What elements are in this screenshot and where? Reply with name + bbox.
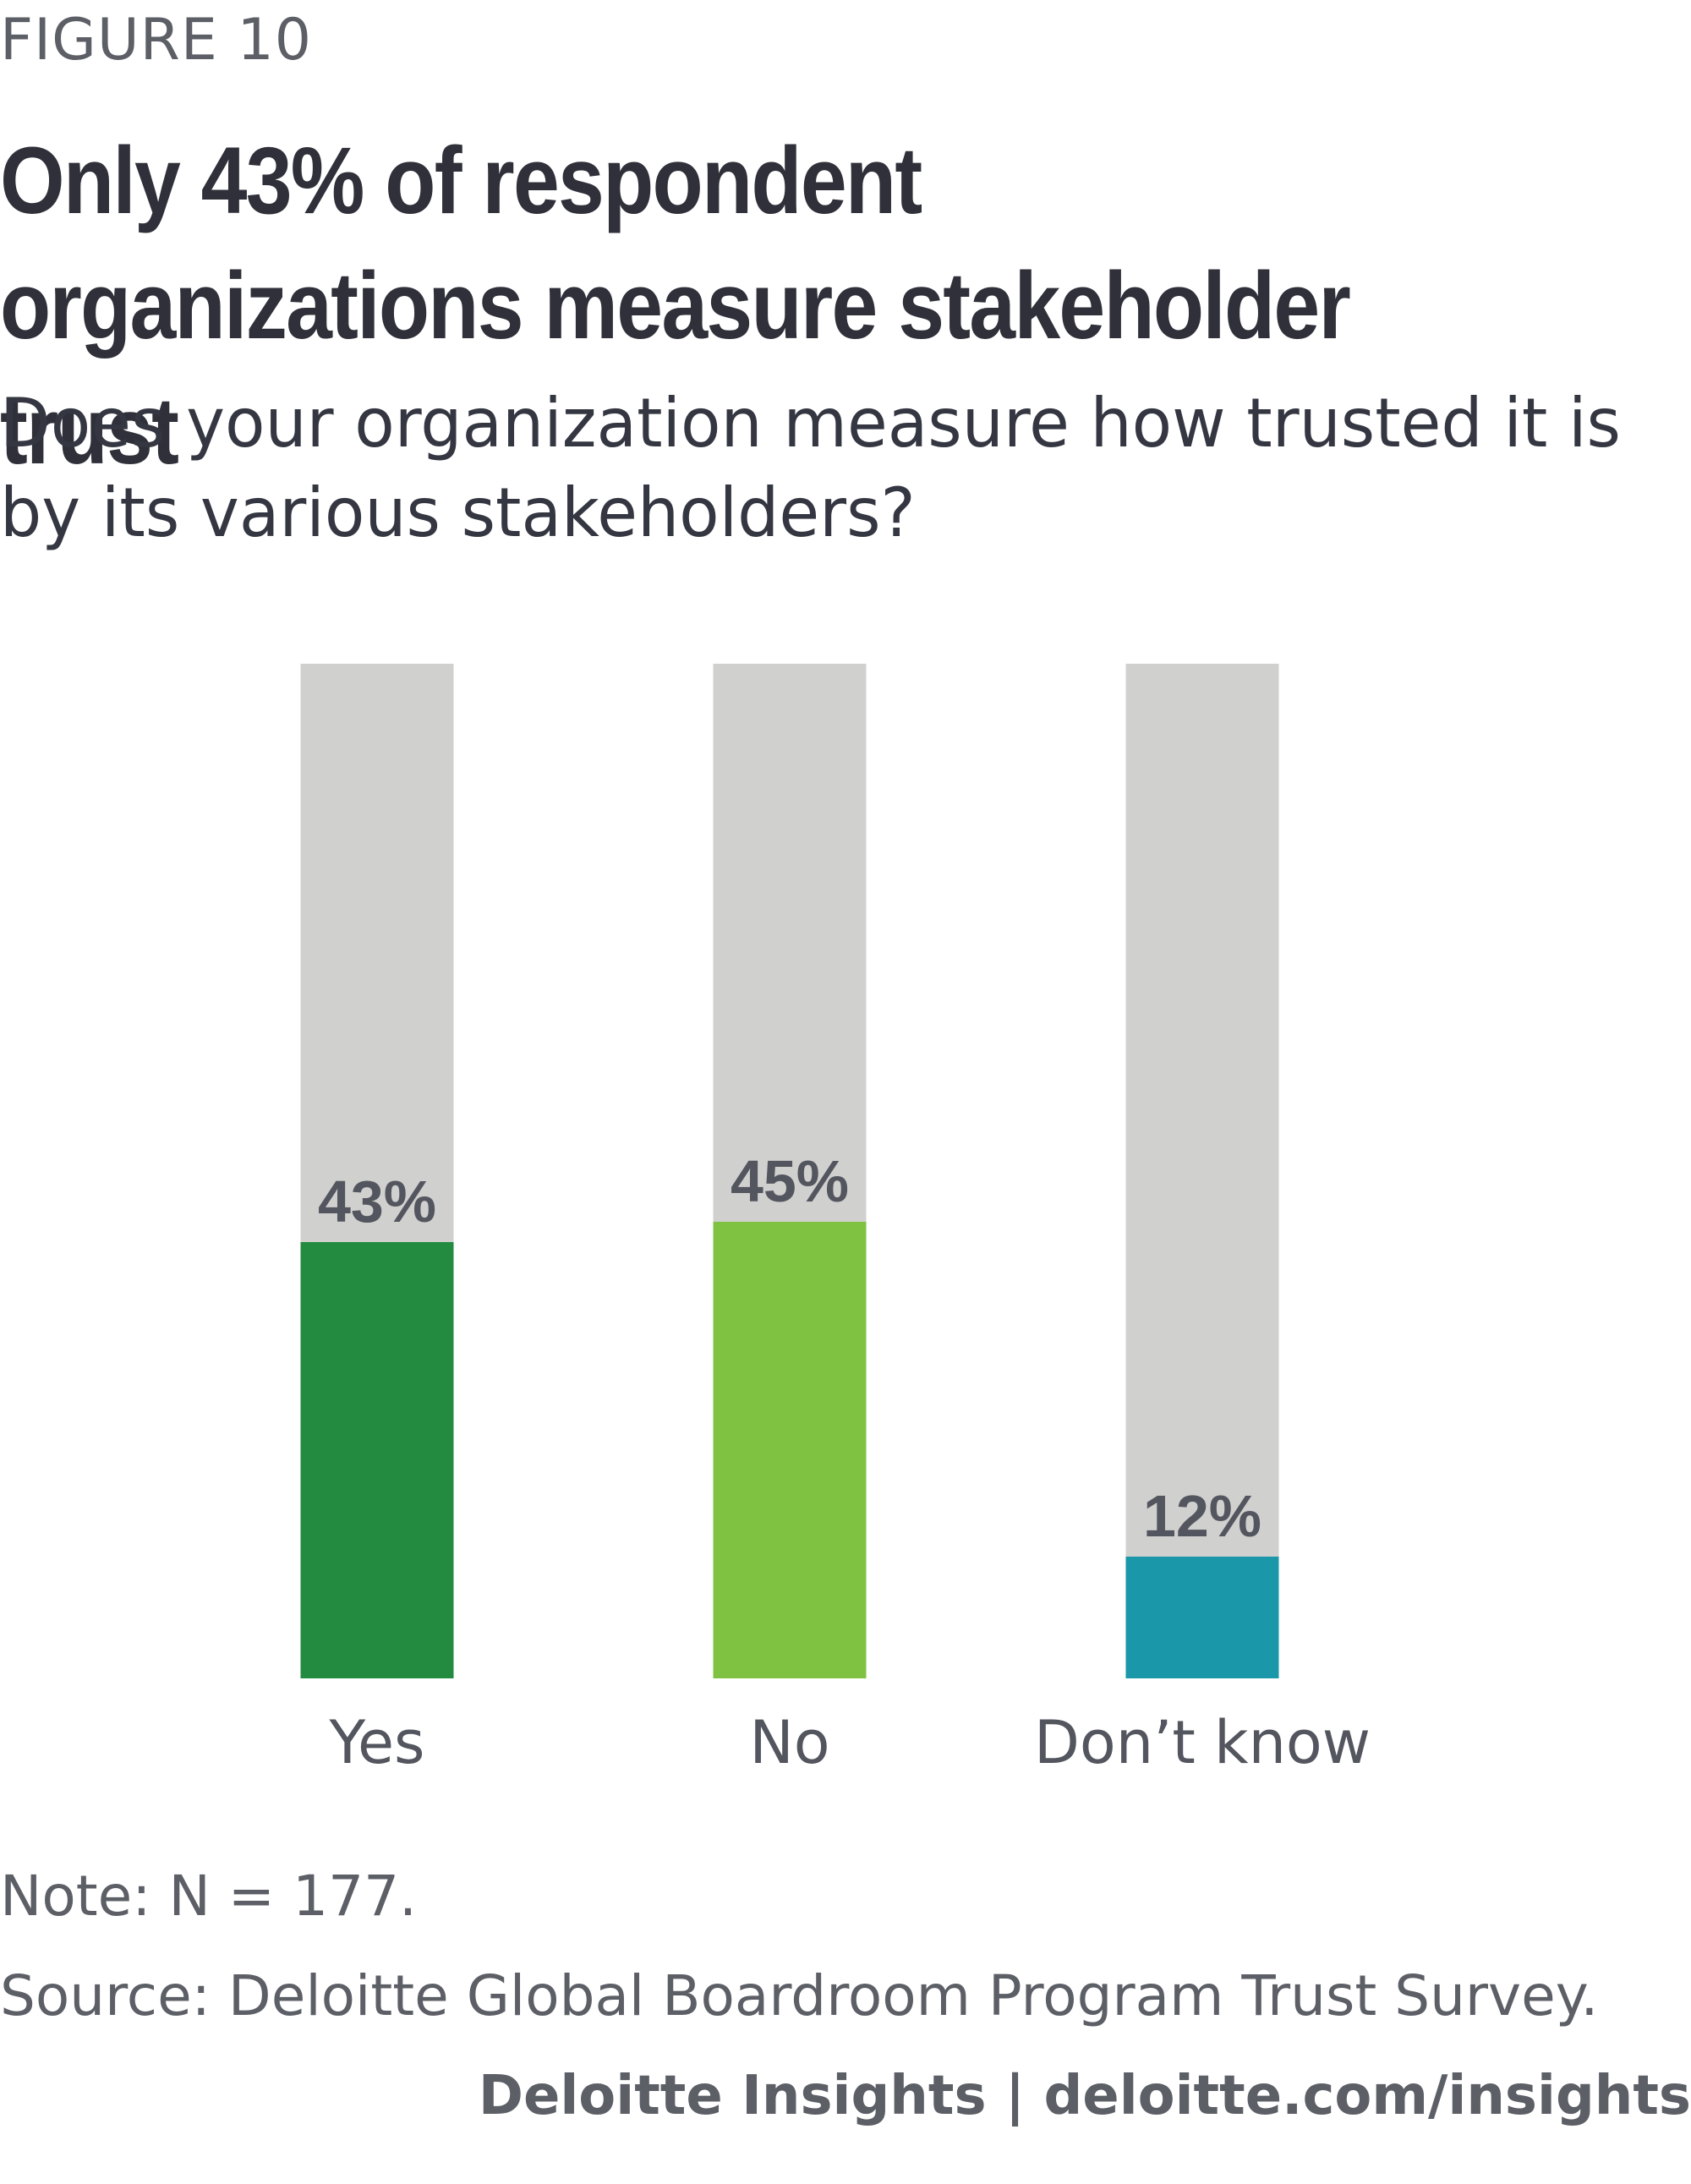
bar-don-t-know — [1125, 1557, 1279, 1678]
figure-label: FIGURE 10 — [0, 7, 312, 74]
brand-footer: Deloitte Insights | deloitte.com/insight… — [478, 2065, 1691, 2127]
bar-track-don-t-know — [1125, 664, 1279, 1678]
bar-yes — [300, 1242, 454, 1678]
category-label-no: No — [749, 1708, 829, 1777]
category-label-yes: Yes — [329, 1708, 425, 1777]
data-label-no: 45% — [731, 1148, 849, 1214]
source-text: Source: Deloitte Global Boardroom Progra… — [0, 1963, 1599, 2028]
bar-chart: 43% Yes 45% No 12% Don’t know — [300, 664, 1371, 1777]
category-label-don-t-know: Don’t know — [1034, 1708, 1371, 1777]
chart-subtitle: Does your organization measure how trust… — [0, 384, 1621, 552]
data-label-yes: 43% — [318, 1169, 436, 1234]
bar-no — [713, 1222, 867, 1678]
chart-title: Only 43% of respondent organizations mea… — [0, 128, 1351, 484]
note-text: Note: N = 177. — [0, 1864, 418, 1929]
data-label-don-t-know: 12% — [1143, 1483, 1261, 1549]
